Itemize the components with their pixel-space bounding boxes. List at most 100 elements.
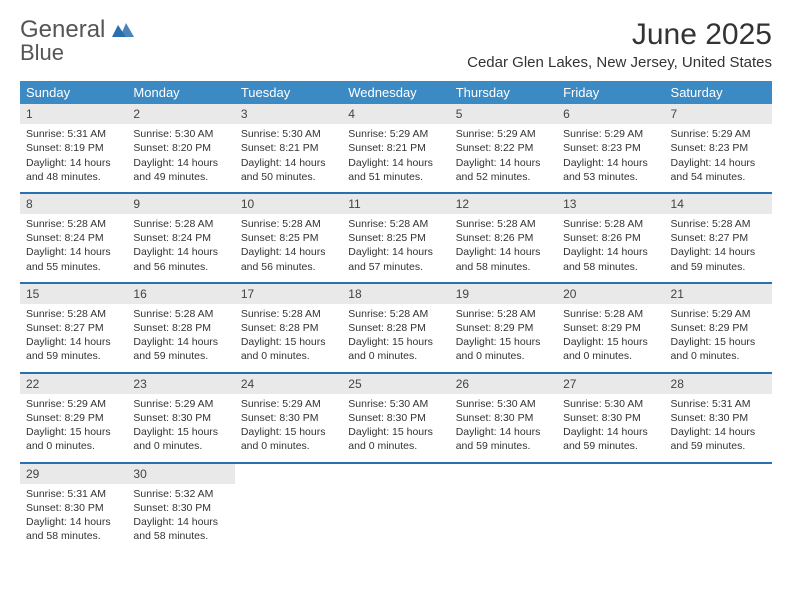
daylight-line: Daylight: 14 hours and 48 minutes. (26, 156, 121, 184)
day-number: 15 (20, 284, 127, 304)
page: General Blue June 2025 Cedar Glen Lakes,… (0, 0, 792, 551)
day-body: Sunrise: 5:29 AMSunset: 8:23 PMDaylight:… (665, 124, 772, 192)
calendar-day-cell: 7Sunrise: 5:29 AMSunset: 8:23 PMDaylight… (665, 104, 772, 192)
day-number: 2 (127, 104, 234, 124)
day-number: 25 (342, 374, 449, 394)
calendar-day-cell: 28Sunrise: 5:31 AMSunset: 8:30 PMDayligh… (665, 374, 772, 462)
sunset-line: Sunset: 8:28 PM (133, 321, 228, 335)
day-body: Sunrise: 5:28 AMSunset: 8:28 PMDaylight:… (235, 304, 342, 372)
sunrise-line: Sunrise: 5:30 AM (348, 397, 443, 411)
sunrise-line: Sunrise: 5:29 AM (241, 397, 336, 411)
sunrise-line: Sunrise: 5:29 AM (456, 127, 551, 141)
day-number: 10 (235, 194, 342, 214)
sunset-line: Sunset: 8:27 PM (26, 321, 121, 335)
day-body: Sunrise: 5:30 AMSunset: 8:30 PMDaylight:… (342, 394, 449, 462)
sunrise-line: Sunrise: 5:30 AM (563, 397, 658, 411)
day-number: 13 (557, 194, 664, 214)
day-body: Sunrise: 5:29 AMSunset: 8:29 PMDaylight:… (665, 304, 772, 372)
sunset-line: Sunset: 8:22 PM (456, 141, 551, 155)
sunset-line: Sunset: 8:30 PM (563, 411, 658, 425)
sunset-line: Sunset: 8:28 PM (348, 321, 443, 335)
calendar-day-cell: 6Sunrise: 5:29 AMSunset: 8:23 PMDaylight… (557, 104, 664, 192)
day-body: Sunrise: 5:31 AMSunset: 8:30 PMDaylight:… (20, 484, 127, 552)
logo-mark-icon (112, 21, 134, 42)
day-number: 26 (450, 374, 557, 394)
sunset-line: Sunset: 8:29 PM (563, 321, 658, 335)
calendar-week-row: 15Sunrise: 5:28 AMSunset: 8:27 PMDayligh… (20, 282, 772, 372)
sunset-line: Sunset: 8:25 PM (241, 231, 336, 245)
calendar-day-cell: 29Sunrise: 5:31 AMSunset: 8:30 PMDayligh… (20, 464, 127, 552)
day-body: Sunrise: 5:28 AMSunset: 8:26 PMDaylight:… (557, 214, 664, 282)
sunset-line: Sunset: 8:26 PM (456, 231, 551, 245)
day-number: 3 (235, 104, 342, 124)
sunset-line: Sunset: 8:30 PM (348, 411, 443, 425)
daylight-line: Daylight: 14 hours and 59 minutes. (456, 425, 551, 453)
title-block: June 2025 Cedar Glen Lakes, New Jersey, … (467, 18, 772, 71)
daylight-line: Daylight: 14 hours and 53 minutes. (563, 156, 658, 184)
day-body: Sunrise: 5:28 AMSunset: 8:24 PMDaylight:… (127, 214, 234, 282)
daylight-line: Daylight: 15 hours and 0 minutes. (563, 335, 658, 363)
day-body: Sunrise: 5:30 AMSunset: 8:30 PMDaylight:… (450, 394, 557, 462)
calendar-day-cell: 8Sunrise: 5:28 AMSunset: 8:24 PMDaylight… (20, 194, 127, 282)
calendar-header-cell: Monday (127, 81, 234, 104)
daylight-line: Daylight: 14 hours and 49 minutes. (133, 156, 228, 184)
calendar-day-cell: 3Sunrise: 5:30 AMSunset: 8:21 PMDaylight… (235, 104, 342, 192)
day-body: Sunrise: 5:29 AMSunset: 8:21 PMDaylight:… (342, 124, 449, 192)
sunset-line: Sunset: 8:19 PM (26, 141, 121, 155)
day-number: 5 (450, 104, 557, 124)
day-body: Sunrise: 5:28 AMSunset: 8:29 PMDaylight:… (557, 304, 664, 372)
daylight-line: Daylight: 15 hours and 0 minutes. (133, 425, 228, 453)
daylight-line: Daylight: 14 hours and 52 minutes. (456, 156, 551, 184)
day-body: Sunrise: 5:28 AMSunset: 8:28 PMDaylight:… (127, 304, 234, 372)
sunset-line: Sunset: 8:30 PM (133, 411, 228, 425)
calendar-body: 1Sunrise: 5:31 AMSunset: 8:19 PMDaylight… (20, 104, 772, 551)
calendar-day-cell: 1Sunrise: 5:31 AMSunset: 8:19 PMDaylight… (20, 104, 127, 192)
logo-line1: General (20, 16, 105, 43)
sunset-line: Sunset: 8:30 PM (456, 411, 551, 425)
daylight-line: Daylight: 14 hours and 54 minutes. (671, 156, 766, 184)
sunrise-line: Sunrise: 5:29 AM (348, 127, 443, 141)
calendar-day-cell: 21Sunrise: 5:29 AMSunset: 8:29 PMDayligh… (665, 284, 772, 372)
sunrise-line: Sunrise: 5:28 AM (671, 217, 766, 231)
day-number: 21 (665, 284, 772, 304)
logo: General Blue (20, 18, 134, 65)
day-body: Sunrise: 5:28 AMSunset: 8:29 PMDaylight:… (450, 304, 557, 372)
day-body: Sunrise: 5:29 AMSunset: 8:22 PMDaylight:… (450, 124, 557, 192)
daylight-line: Daylight: 15 hours and 0 minutes. (348, 335, 443, 363)
day-body: Sunrise: 5:29 AMSunset: 8:29 PMDaylight:… (20, 394, 127, 462)
calendar-week-row: 1Sunrise: 5:31 AMSunset: 8:19 PMDaylight… (20, 104, 772, 192)
calendar-day-cell: 25Sunrise: 5:30 AMSunset: 8:30 PMDayligh… (342, 374, 449, 462)
calendar-day-cell: 24Sunrise: 5:29 AMSunset: 8:30 PMDayligh… (235, 374, 342, 462)
day-number: 22 (20, 374, 127, 394)
calendar-day-cell: 19Sunrise: 5:28 AMSunset: 8:29 PMDayligh… (450, 284, 557, 372)
day-body: Sunrise: 5:30 AMSunset: 8:21 PMDaylight:… (235, 124, 342, 192)
daylight-line: Daylight: 14 hours and 59 minutes. (671, 245, 766, 273)
sunrise-line: Sunrise: 5:29 AM (133, 397, 228, 411)
day-body: Sunrise: 5:28 AMSunset: 8:27 PMDaylight:… (20, 304, 127, 372)
day-number: 29 (20, 464, 127, 484)
logo-text: General Blue (20, 18, 134, 65)
sunrise-line: Sunrise: 5:28 AM (563, 217, 658, 231)
sunrise-line: Sunrise: 5:29 AM (671, 307, 766, 321)
sunrise-line: Sunrise: 5:28 AM (133, 217, 228, 231)
sunrise-line: Sunrise: 5:28 AM (133, 307, 228, 321)
day-number: 27 (557, 374, 664, 394)
daylight-line: Daylight: 14 hours and 51 minutes. (348, 156, 443, 184)
day-number: 30 (127, 464, 234, 484)
day-number: 23 (127, 374, 234, 394)
daylight-line: Daylight: 14 hours and 50 minutes. (241, 156, 336, 184)
calendar-header-cell: Friday (557, 81, 664, 104)
daylight-line: Daylight: 15 hours and 0 minutes. (671, 335, 766, 363)
calendar-header-cell: Wednesday (342, 81, 449, 104)
sunset-line: Sunset: 8:28 PM (241, 321, 336, 335)
sunrise-line: Sunrise: 5:31 AM (671, 397, 766, 411)
sunrise-line: Sunrise: 5:30 AM (456, 397, 551, 411)
sunset-line: Sunset: 8:21 PM (348, 141, 443, 155)
day-number: 7 (665, 104, 772, 124)
sunrise-line: Sunrise: 5:29 AM (671, 127, 766, 141)
day-number: 18 (342, 284, 449, 304)
logo-line2: Blue (20, 40, 64, 65)
day-number: 6 (557, 104, 664, 124)
calendar-day-cell: 18Sunrise: 5:28 AMSunset: 8:28 PMDayligh… (342, 284, 449, 372)
daylight-line: Daylight: 14 hours and 56 minutes. (133, 245, 228, 273)
